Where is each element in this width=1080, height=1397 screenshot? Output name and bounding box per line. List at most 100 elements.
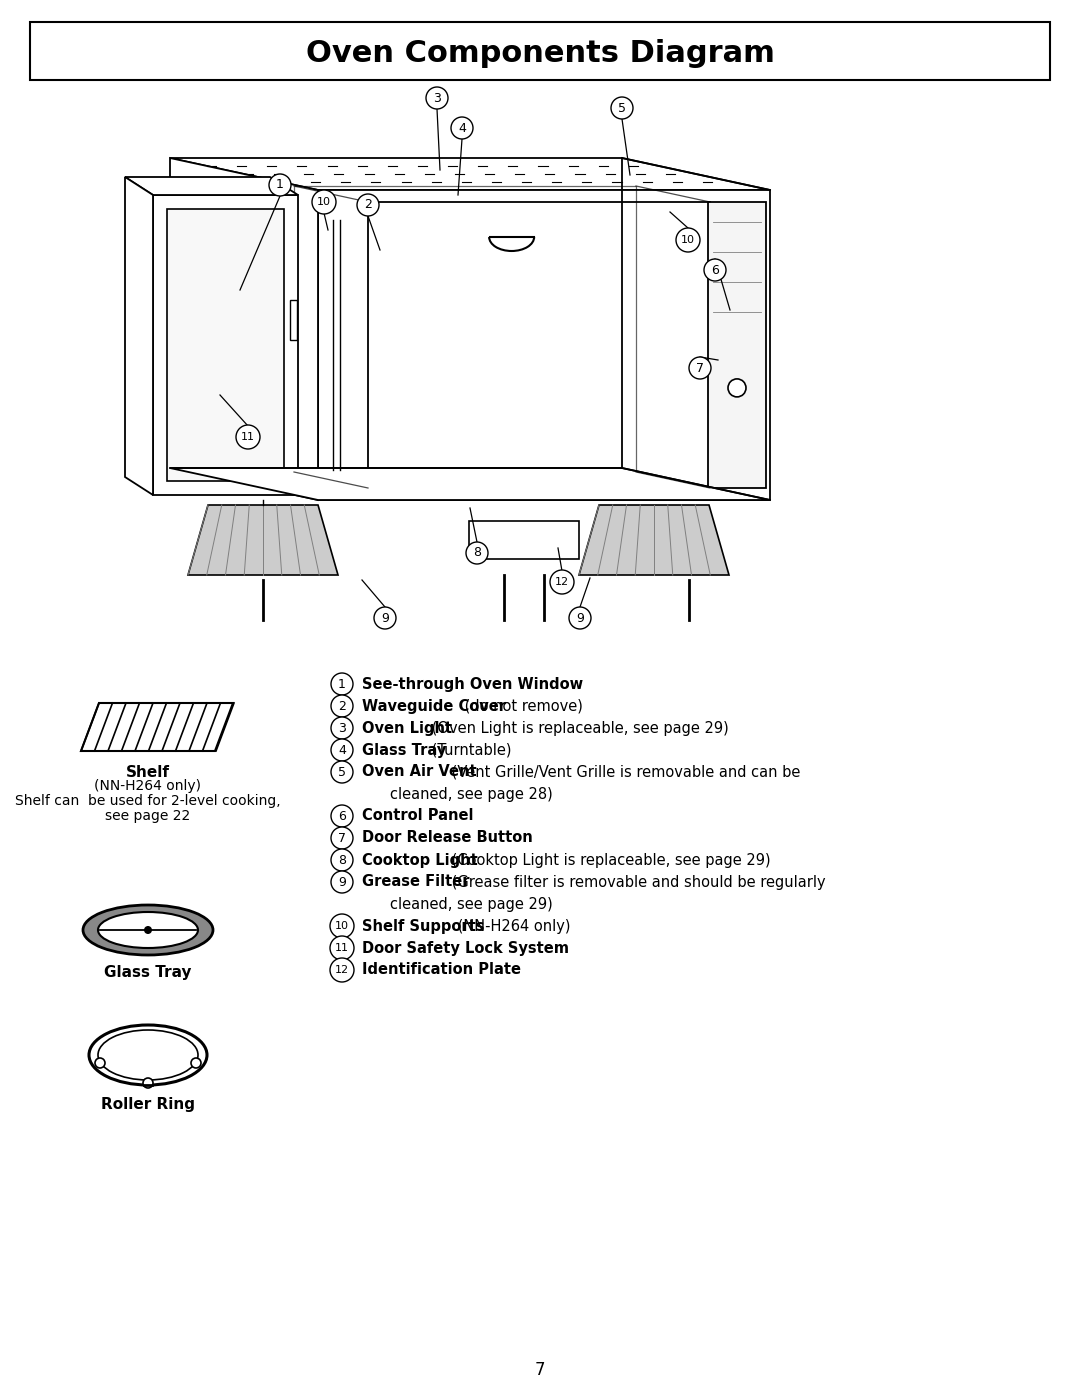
Text: (Cooktop Light is replaceable, see page 29): (Cooktop Light is replaceable, see page … (447, 852, 770, 868)
Text: 8: 8 (338, 854, 346, 866)
Polygon shape (188, 504, 338, 576)
Text: see page 22: see page 22 (106, 809, 191, 823)
Text: 3: 3 (433, 91, 441, 105)
Polygon shape (125, 177, 298, 196)
Bar (294, 186, 636, 472)
Polygon shape (125, 177, 153, 495)
Text: 8: 8 (473, 546, 481, 560)
Circle shape (550, 570, 573, 594)
Circle shape (269, 175, 291, 196)
Polygon shape (170, 158, 770, 190)
Text: Door Release Button: Door Release Button (362, 830, 532, 845)
Text: See-through Oven Window: See-through Oven Window (362, 676, 583, 692)
Bar (291, 300, 297, 339)
Bar (368, 203, 710, 488)
Circle shape (330, 849, 353, 870)
Circle shape (143, 1078, 153, 1088)
Circle shape (330, 936, 354, 960)
Polygon shape (170, 468, 770, 500)
Text: (Turntable): (Turntable) (427, 742, 512, 757)
Text: 9: 9 (576, 612, 584, 624)
Text: (Grease filter is removable and should be regularly: (Grease filter is removable and should b… (447, 875, 825, 890)
Circle shape (728, 379, 746, 397)
Text: Identification Plate: Identification Plate (362, 963, 521, 978)
Text: Shelf can  be used for 2-level cooking,: Shelf can be used for 2-level cooking, (15, 793, 281, 807)
Ellipse shape (98, 912, 198, 949)
Text: Door Safety Lock System: Door Safety Lock System (362, 940, 569, 956)
Bar (469, 521, 579, 559)
Text: Cooktop Light: Cooktop Light (362, 852, 477, 868)
Text: 4: 4 (338, 743, 346, 757)
Circle shape (95, 1058, 105, 1067)
Text: Control Panel: Control Panel (362, 809, 473, 823)
Text: 2: 2 (338, 700, 346, 712)
FancyBboxPatch shape (30, 22, 1050, 80)
Text: 2: 2 (364, 198, 372, 211)
Polygon shape (579, 504, 729, 576)
Circle shape (611, 96, 633, 119)
Text: 11: 11 (335, 943, 349, 953)
Circle shape (312, 190, 336, 214)
Text: 10: 10 (318, 197, 330, 207)
Circle shape (330, 717, 353, 739)
Circle shape (330, 914, 354, 937)
Text: 5: 5 (618, 102, 626, 115)
Text: 1: 1 (276, 179, 284, 191)
Text: 11: 11 (241, 432, 255, 441)
Text: Shelf: Shelf (126, 766, 170, 780)
Text: 10: 10 (681, 235, 696, 244)
Circle shape (426, 87, 448, 109)
Circle shape (689, 358, 711, 379)
Polygon shape (81, 703, 233, 752)
Circle shape (237, 425, 260, 448)
Circle shape (330, 958, 354, 982)
Text: Oven Air Vent: Oven Air Vent (362, 764, 476, 780)
Text: 9: 9 (381, 612, 389, 624)
Text: cleaned, see page 28): cleaned, see page 28) (390, 787, 553, 802)
Circle shape (330, 761, 353, 782)
Circle shape (330, 673, 353, 694)
Circle shape (374, 608, 396, 629)
Text: 12: 12 (555, 577, 569, 587)
Text: Glass Tray: Glass Tray (362, 742, 446, 757)
Circle shape (704, 258, 726, 281)
Text: Roller Ring: Roller Ring (102, 1097, 195, 1112)
Text: 6: 6 (338, 809, 346, 823)
Text: 1: 1 (338, 678, 346, 690)
Text: 12: 12 (335, 965, 349, 975)
Circle shape (676, 228, 700, 251)
Bar (318, 190, 770, 500)
Text: 4: 4 (458, 122, 465, 134)
Text: Grease Filter: Grease Filter (362, 875, 470, 890)
Text: Oven Components Diagram: Oven Components Diagram (306, 39, 774, 67)
Circle shape (330, 827, 353, 849)
Ellipse shape (83, 905, 213, 956)
Circle shape (330, 870, 353, 893)
Text: cleaned, see page 29): cleaned, see page 29) (390, 897, 553, 911)
Text: 9: 9 (338, 876, 346, 888)
Circle shape (451, 117, 473, 138)
Text: Oven Light: Oven Light (362, 721, 453, 735)
Text: Shelf Supports: Shelf Supports (362, 918, 485, 933)
Text: (NN-H264 only): (NN-H264 only) (454, 918, 570, 933)
Circle shape (569, 608, 591, 629)
Text: 3: 3 (338, 721, 346, 735)
Text: 7: 7 (338, 831, 346, 845)
Text: Glass Tray: Glass Tray (105, 965, 192, 981)
Text: (Oven Light is replaceable, see page 29): (Oven Light is replaceable, see page 29) (427, 721, 729, 735)
Text: 7: 7 (696, 362, 704, 374)
Text: (NN-H264 only): (NN-H264 only) (95, 780, 202, 793)
Bar (708, 203, 766, 488)
Text: 5: 5 (338, 766, 346, 778)
Bar (167, 210, 284, 481)
Bar (153, 196, 298, 495)
Text: (do not remove): (do not remove) (460, 698, 582, 714)
Text: Waveguide Cover: Waveguide Cover (362, 698, 507, 714)
Circle shape (330, 739, 353, 761)
Circle shape (191, 1058, 201, 1067)
Circle shape (465, 542, 488, 564)
Circle shape (330, 805, 353, 827)
Polygon shape (170, 158, 318, 500)
Text: 7: 7 (535, 1361, 545, 1379)
Text: 10: 10 (335, 921, 349, 930)
